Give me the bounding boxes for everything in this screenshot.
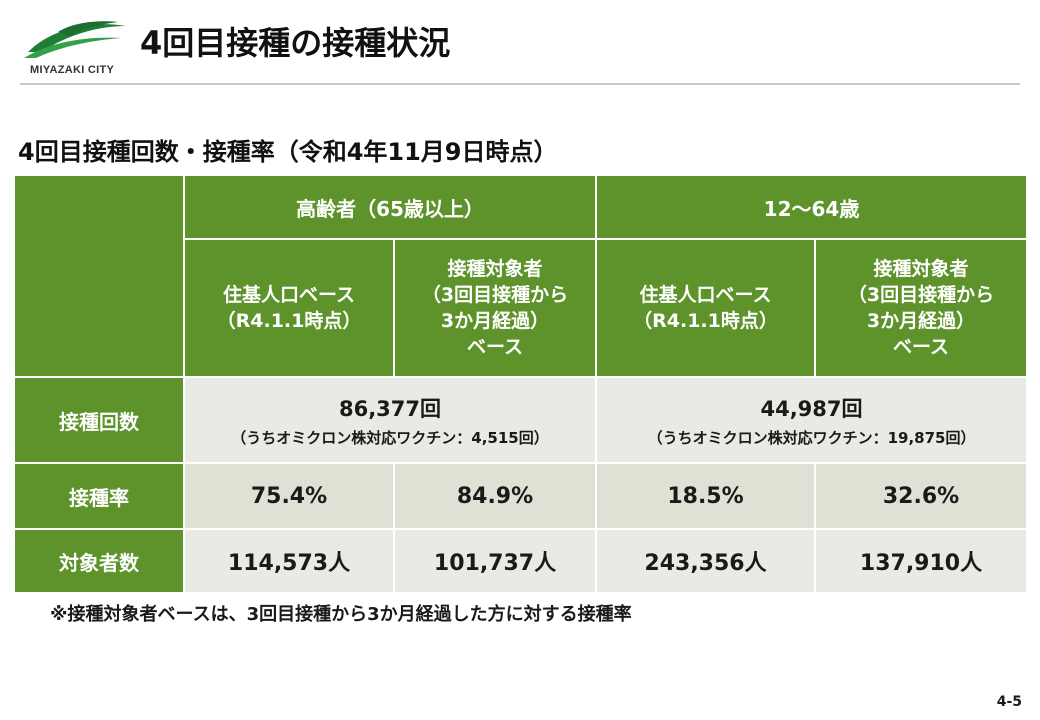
sub-header-line: 3か月経過） bbox=[440, 310, 550, 332]
miyazaki-city-logo: MIYAZAKI CITY bbox=[22, 14, 132, 78]
rate-cell: 75.4% bbox=[183, 462, 395, 530]
rate-cell: 32.6% bbox=[813, 462, 1029, 530]
row-header-count: 接種回数 bbox=[13, 376, 185, 464]
section-title: 4回目接種回数・接種率（令和4年11月9日時点） bbox=[18, 138, 558, 166]
count-note: （うちオミクロン株対応ワクチン：19,875回） bbox=[647, 428, 976, 447]
count-value: 44,987回 bbox=[760, 396, 863, 421]
sub-header-line: （3回目接種から bbox=[421, 284, 569, 306]
sub-header-line: 3か月経過） bbox=[866, 310, 976, 332]
sub-header-line: ベース bbox=[466, 336, 524, 358]
sub-header-elderly-target-base: 接種対象者 （3回目接種から 3か月経過） ベース bbox=[393, 238, 597, 378]
group-header-row: 高齢者（65歳以上） 12～64歳 bbox=[13, 174, 1029, 378]
footnote: ※接種対象者ベースは、3回目接種から3か月経過した方に対する接種率 bbox=[50, 604, 632, 625]
row-header-rate: 接種率 bbox=[13, 462, 185, 530]
sub-header-line: （3回目接種から bbox=[847, 284, 995, 306]
target-cell: 114,573人 bbox=[183, 528, 395, 594]
rate-cell: 18.5% bbox=[595, 462, 816, 530]
target-cell: 101,737人 bbox=[393, 528, 597, 594]
sub-header-line: （R4.1.1時点） bbox=[216, 310, 362, 332]
group-header-elderly: 高齢者（65歳以上） bbox=[183, 174, 597, 240]
page-number: 4-5 bbox=[996, 694, 1022, 710]
table-row-target: 対象者数 114,573人 101,737人 243,356人 137,910人 bbox=[13, 528, 1029, 594]
sub-header-12-64-target-base: 接種対象者 （3回目接種から 3か月経過） ベース bbox=[813, 238, 1029, 378]
sub-header-line: ベース bbox=[892, 336, 950, 358]
sub-header-line: 接種対象者 bbox=[873, 258, 969, 280]
count-cell-elderly: 86,377回 （うちオミクロン株対応ワクチン：4,515回） bbox=[183, 376, 597, 464]
title-divider bbox=[20, 83, 1020, 85]
sub-header-12-64-population-base: 住基人口ベース （R4.1.1時点） bbox=[595, 238, 816, 378]
count-value: 86,377回 bbox=[338, 396, 442, 421]
logo-text: MIYAZAKI CITY bbox=[30, 64, 115, 76]
row-header-target: 対象者数 bbox=[13, 528, 185, 594]
sub-header-line: 住基人口ベース bbox=[639, 284, 772, 306]
count-note: （うちオミクロン株対応ワクチン：4,515回） bbox=[231, 428, 549, 447]
sub-header-line: 接種対象者 bbox=[447, 258, 543, 280]
vaccination-table: 高齢者（65歳以上） 12～64歳 住基人口ベース （R4.1.1時点） 接種対… bbox=[13, 174, 1029, 594]
logo-swoosh-icon bbox=[24, 21, 126, 58]
group-header-12-64: 12～64歳 bbox=[594, 174, 1029, 240]
rate-cell: 84.9% bbox=[393, 462, 597, 530]
count-cell-12-64: 44,987回 （うちオミクロン株対応ワクチン：19,875回） bbox=[594, 376, 1029, 464]
table-row-rate: 接種率 75.4% 84.9% 18.5% 32.6% bbox=[13, 462, 1029, 530]
sub-header-row: 住基人口ベース （R4.1.1時点） 接種対象者 （3回目接種から 3か月経過）… bbox=[14, 238, 1029, 378]
target-cell: 243,356人 bbox=[595, 528, 816, 594]
sub-header-line: （R4.1.1時点） bbox=[633, 310, 778, 332]
table-row-count: 接種回数 86,377回 （うちオミクロン株対応ワクチン：4,515回） 44,… bbox=[13, 376, 1029, 464]
sub-header-line: 住基人口ベース bbox=[222, 284, 356, 306]
page-title: 4回目接種の接種状況 bbox=[140, 24, 451, 62]
sub-header-elderly-population-base: 住基人口ベース （R4.1.1時点） bbox=[183, 238, 395, 378]
target-cell: 137,910人 bbox=[813, 528, 1029, 594]
corner-cell bbox=[13, 174, 185, 378]
